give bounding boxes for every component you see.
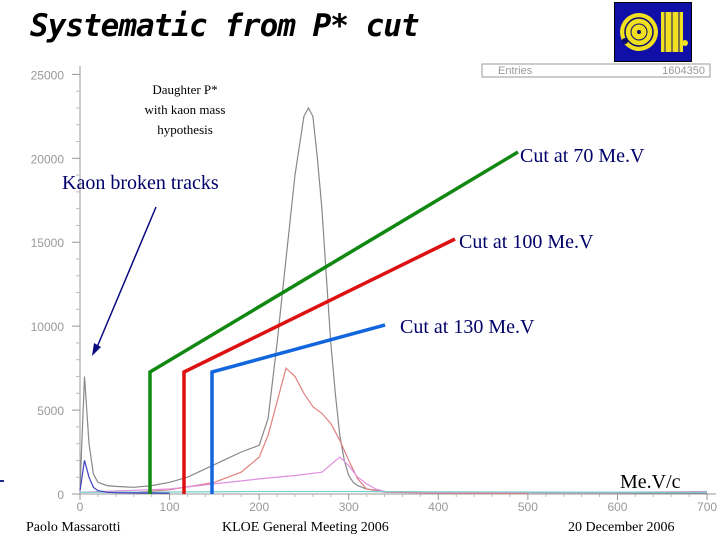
y-tick-label: 0 bbox=[57, 488, 64, 502]
slide-title: Systematic from P* cut bbox=[30, 8, 420, 44]
y-tick-label: 10000 bbox=[31, 320, 65, 334]
series-line-cyan bbox=[79, 490, 708, 493]
stats-value: 1604350 bbox=[662, 65, 705, 77]
footer-divider bbox=[0, 480, 4, 482]
x-tick-label: 700 bbox=[697, 500, 717, 514]
footer-author: Paolo Massarotti bbox=[26, 520, 121, 535]
series-line-magenta bbox=[79, 456, 708, 493]
cut70-line bbox=[148, 150, 519, 494]
cut70-label: Cut at 70 Me.V bbox=[520, 145, 645, 167]
unit-label: Me.V/c bbox=[620, 471, 681, 493]
y-tick-label: 15000 bbox=[31, 236, 65, 250]
x-tick-label: 300 bbox=[339, 500, 359, 514]
footer-date: 20 December 2006 bbox=[568, 520, 675, 535]
cut-overlays bbox=[92, 150, 519, 494]
series-line-main bbox=[79, 106, 708, 494]
kaon-arrow-head bbox=[92, 343, 101, 356]
cut100-label: Cut at 100 Me.V bbox=[459, 231, 594, 253]
x-tick-label: 200 bbox=[249, 500, 269, 514]
kloe-logo-graphic bbox=[615, 3, 691, 61]
x-tick-label: 600 bbox=[607, 500, 627, 514]
daughter-label-line3: hypothesis bbox=[157, 122, 213, 137]
stats-label: Entries bbox=[498, 65, 533, 77]
stats-box-frame bbox=[481, 63, 711, 78]
y-tick-label: 25000 bbox=[31, 68, 65, 82]
daughter-label-line2: with kaon mass bbox=[145, 102, 226, 117]
x-tick-label: 0 bbox=[77, 500, 84, 514]
kaon-arrow-shaft bbox=[94, 206, 157, 353]
kloe-logo bbox=[614, 2, 692, 62]
cut130-line bbox=[210, 323, 386, 494]
footer-meeting: KLOE General Meeting 2006 bbox=[222, 520, 389, 535]
kaon-broken-label: Kaon broken tracks bbox=[62, 172, 219, 194]
x-tick-label: 400 bbox=[428, 500, 448, 514]
y-tick-label: 5000 bbox=[37, 404, 64, 418]
y-tick-label: 20000 bbox=[31, 152, 65, 166]
stats-box: Entries 1604350 bbox=[481, 63, 711, 78]
series-line-blue bbox=[79, 460, 170, 494]
x-tick-label: 500 bbox=[518, 500, 538, 514]
series-line-red bbox=[133, 366, 528, 494]
x-tick-label: 100 bbox=[160, 500, 180, 514]
cut100-line bbox=[182, 237, 456, 494]
chart-ticks: 0 5000 10000 15000 20000 25000 0 100 200 300 400 50… bbox=[31, 68, 718, 514]
cut130-label: Cut at 130 Me.V bbox=[400, 316, 535, 338]
chart-axes bbox=[79, 66, 716, 495]
daughter-label-line1: Daughter P* bbox=[152, 82, 217, 97]
